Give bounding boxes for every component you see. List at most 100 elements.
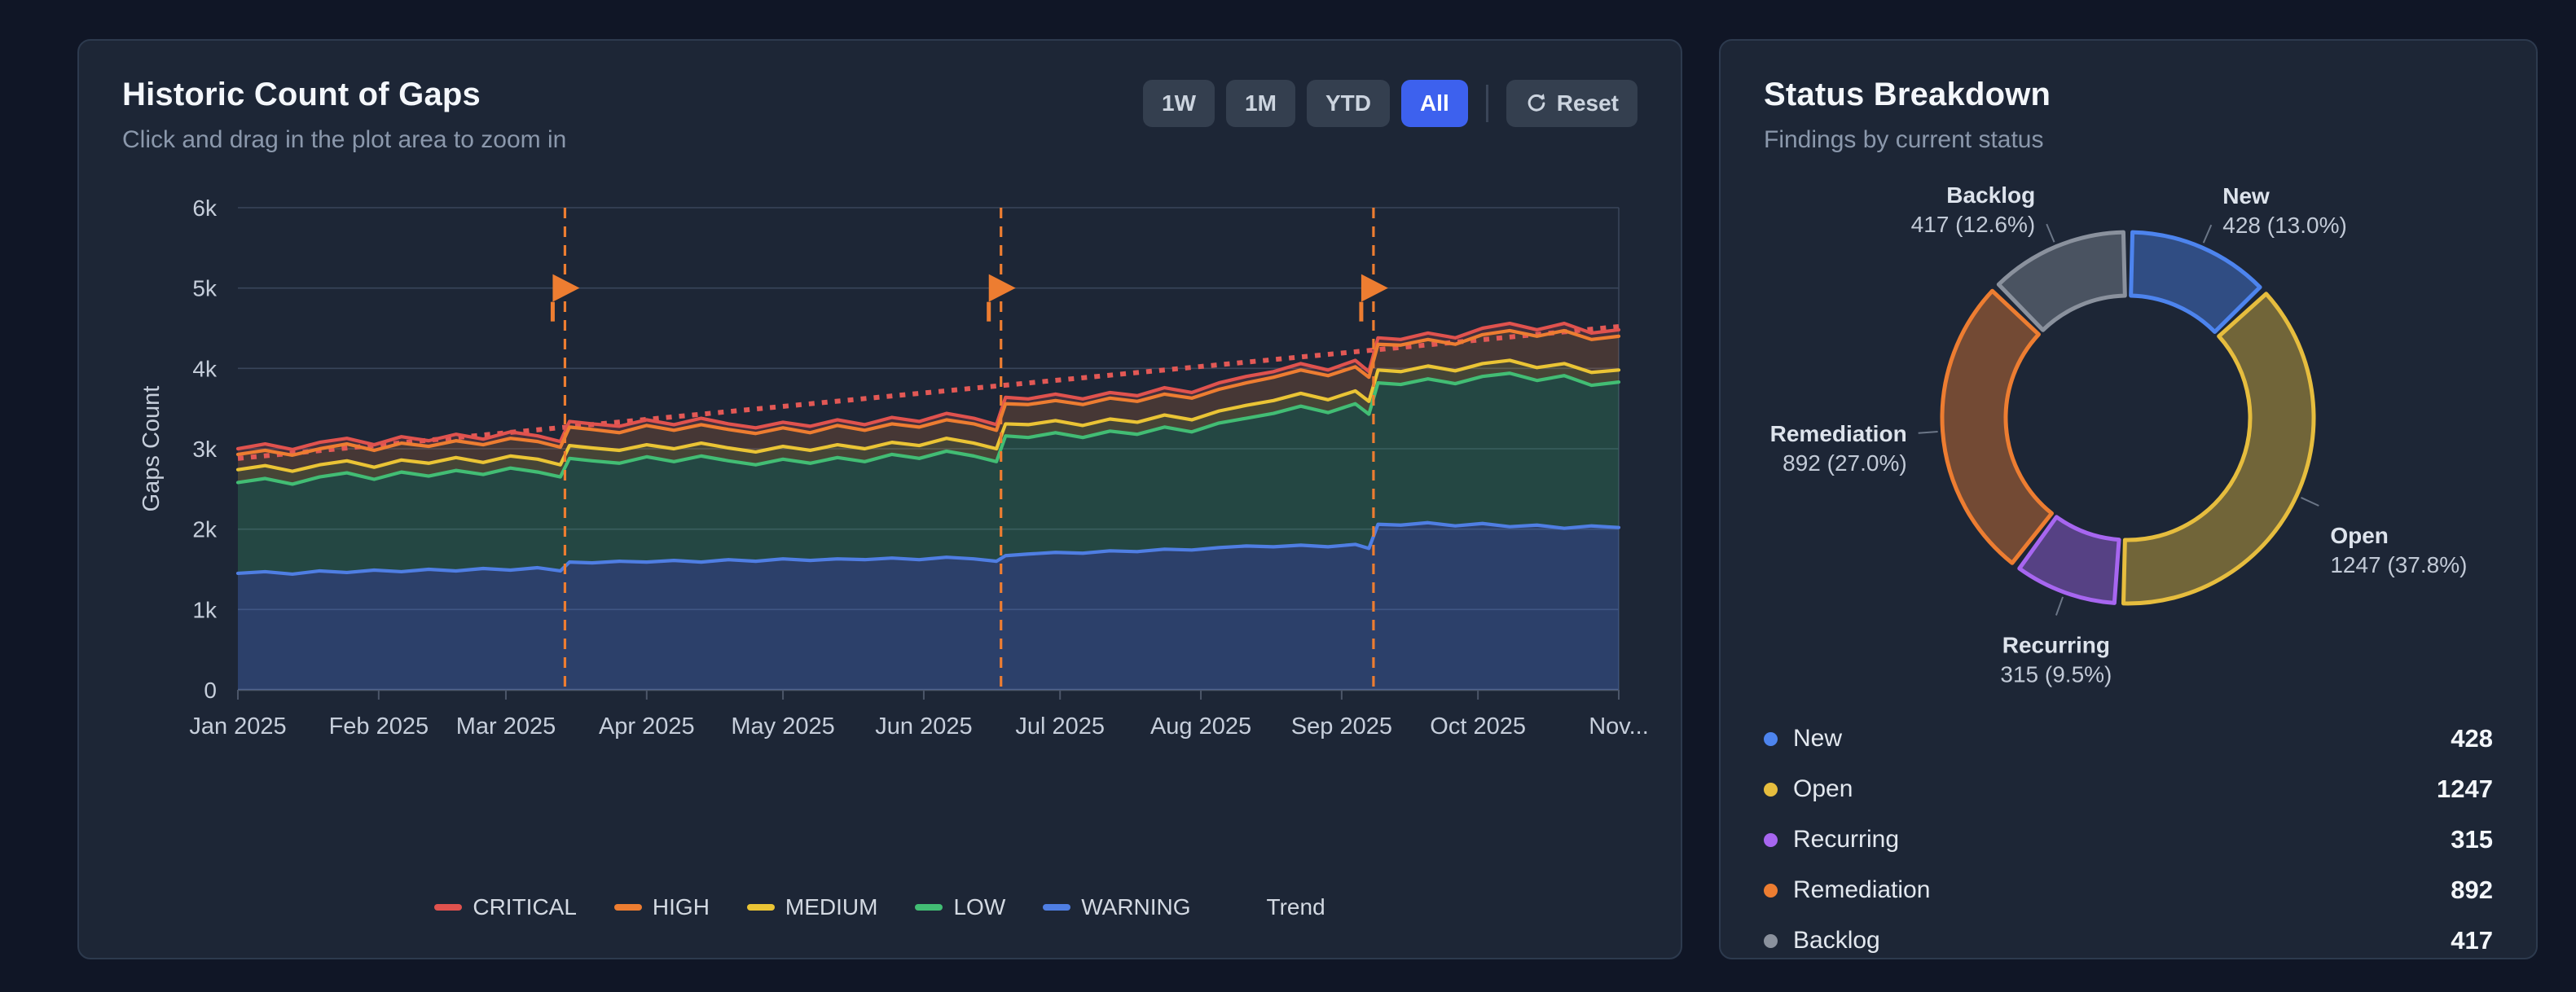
status-card-subtitle: Findings by current status (1764, 126, 2044, 153)
range-button-all[interactable]: All (1400, 80, 1468, 127)
warning-line (235, 520, 1621, 577)
new-dot-icon (1764, 731, 1778, 746)
status-row-value: 428 (2451, 724, 2493, 753)
x-tick-label: Nov... (1589, 713, 1649, 740)
x-tick-label: Sep 2025 (1291, 713, 1392, 740)
donut-label-name: Open (2330, 523, 2389, 548)
reset-button[interactable]: Reset (1506, 80, 1637, 127)
high-swatch (613, 904, 642, 911)
status-row-label: Backlog (1793, 927, 1880, 954)
toolbar-divider (1485, 85, 1488, 122)
status-row-backlog: Backlog 417 (1764, 915, 2493, 966)
donut-slice-remediation[interactable] (1940, 288, 2055, 565)
gaps-card-titles: Historic Count of Gaps Click and drag in… (122, 77, 566, 154)
donut-label-value: 417 (12.6%) (1911, 212, 2036, 237)
status-row-label: Open (1793, 775, 1853, 802)
x-tick-label: May 2025 (731, 713, 834, 740)
donut-callout-line (2055, 596, 2064, 616)
range-toolbar: 1W 1M YTD All Reset (1143, 80, 1637, 127)
donut-label-name: New (2222, 183, 2270, 208)
status-row-left: Recurring (1764, 826, 1899, 854)
medium-line (235, 358, 1621, 473)
low-line (235, 371, 1621, 486)
legend-item-medium[interactable]: MEDIUM (746, 894, 878, 920)
legend-item-low[interactable]: LOW (915, 894, 1005, 920)
medium-swatch (746, 904, 775, 911)
donut-slice-open[interactable] (2121, 292, 2316, 606)
legend-label: LOW (953, 894, 1006, 920)
status-row-left: Open (1764, 775, 1853, 803)
donut-label-name: Backlog (1946, 182, 2035, 208)
donut-slice-new[interactable] (2129, 230, 2262, 334)
range-button-1w[interactable]: 1W (1143, 80, 1215, 127)
status-row-value: 1247 (2437, 775, 2493, 803)
low-band (238, 373, 1619, 574)
range-button-group: 1W 1M YTD All (1143, 80, 1468, 127)
event-flag-icon[interactable] (552, 274, 580, 302)
status-row-value: 315 (2451, 825, 2493, 854)
legend-label: HIGH (652, 894, 710, 920)
x-tick-label: Jul 2025 (1015, 713, 1105, 740)
donut-slice-recurring[interactable] (2017, 515, 2121, 605)
low-swatch (915, 904, 943, 911)
status-card-titles: Status Breakdown Findings by current sta… (1764, 77, 2051, 154)
y-tick-label: 1k (192, 597, 218, 622)
range-button-ytd[interactable]: YTD (1306, 80, 1390, 127)
recurring-dot-icon (1764, 832, 1778, 847)
legend-label: MEDIUM (785, 894, 878, 920)
donut-callout-line (2202, 224, 2213, 244)
status-card: Status Breakdown Findings by current sta… (1719, 39, 2538, 959)
x-tick-label: Apr 2025 (599, 713, 695, 740)
status-row-new: New 428 (1764, 713, 2493, 764)
status-row-left: Backlog (1764, 927, 1880, 955)
critical-line (235, 321, 1621, 452)
event-flag-icon[interactable] (1361, 274, 1388, 302)
event-flag-icon[interactable] (988, 274, 1016, 302)
legend-item-trend[interactable]: Trend (1229, 894, 1325, 920)
status-row-recurring: Recurring 315 (1764, 814, 2493, 865)
donut-label-name: Recurring (2002, 632, 2110, 657)
x-tick-label: Jan 2025 (189, 713, 286, 740)
range-button-1m[interactable]: 1M (1226, 80, 1295, 127)
donut-slice-backlog[interactable] (1996, 230, 2127, 332)
status-legend-list: New 428 Open 1247 Recurring 315 Remediation 892… (1721, 692, 2536, 966)
trend-line (237, 324, 1620, 461)
legend-item-warning[interactable]: WARNING (1043, 894, 1191, 920)
y-tick-label: 4k (192, 356, 218, 381)
status-row-remediation: Remediation 892 (1764, 865, 2493, 915)
donut-callout-line (2046, 223, 2055, 243)
trend-swatch (1229, 905, 1256, 911)
legend-label: Trend (1266, 894, 1325, 920)
gaps-chart-legend: CRITICAL HIGH MEDIUM LOW WARNING Trend (79, 894, 1681, 920)
status-row-left: New (1764, 725, 1842, 753)
donut-label-value: 428 (13.0%) (2222, 213, 2347, 238)
open-dot-icon (1764, 782, 1778, 797)
donut-label-name: Remediation (1770, 421, 1907, 446)
status-row-value: 892 (2451, 876, 2493, 904)
donut-label-value: 1247 (37.8%) (2330, 552, 2467, 577)
high-line (235, 328, 1621, 457)
gaps-card-subtitle: Click and drag in the plot area to zoom … (122, 126, 567, 153)
legend-item-high[interactable]: HIGH (613, 894, 710, 920)
status-donut-svg: New 428 (13.0%) Open 1247 (37.8%) Recurring 3… (1770, 182, 2468, 687)
critical-swatch (434, 904, 463, 911)
gaps-chart-area[interactable]: 0 1k 2k 3k 4k 5k 6k Jan 2025 Feb 2025 Mar 2025 Apr… (79, 169, 1681, 889)
legend-label: CRITICAL (473, 894, 577, 920)
legend-label: WARNING (1081, 894, 1191, 920)
status-row-label: New (1793, 725, 1843, 752)
gaps-card: Historic Count of Gaps Click and drag in… (77, 39, 1682, 959)
x-tick-label: Oct 2025 (1430, 713, 1526, 740)
status-card-header: Status Breakdown Findings by current sta… (1721, 41, 2536, 154)
y-tick-label: 6k (192, 195, 218, 221)
gaps-chart-svg[interactable]: 0 1k 2k 3k 4k 5k 6k Jan 2025 Feb 2025 Mar 2025 Apr… (79, 169, 1681, 885)
status-row-value: 417 (2451, 926, 2493, 955)
y-axis-title: Gaps Count (138, 386, 165, 512)
warning-band (238, 522, 1619, 690)
reset-button-label: Reset (1556, 90, 1619, 116)
status-row-open: Open 1247 (1764, 764, 2493, 814)
y-tick-label: 0 (204, 678, 217, 703)
donut-callout-line (2301, 497, 2319, 507)
high-band (238, 330, 1619, 472)
legend-item-critical[interactable]: CRITICAL (434, 894, 577, 920)
